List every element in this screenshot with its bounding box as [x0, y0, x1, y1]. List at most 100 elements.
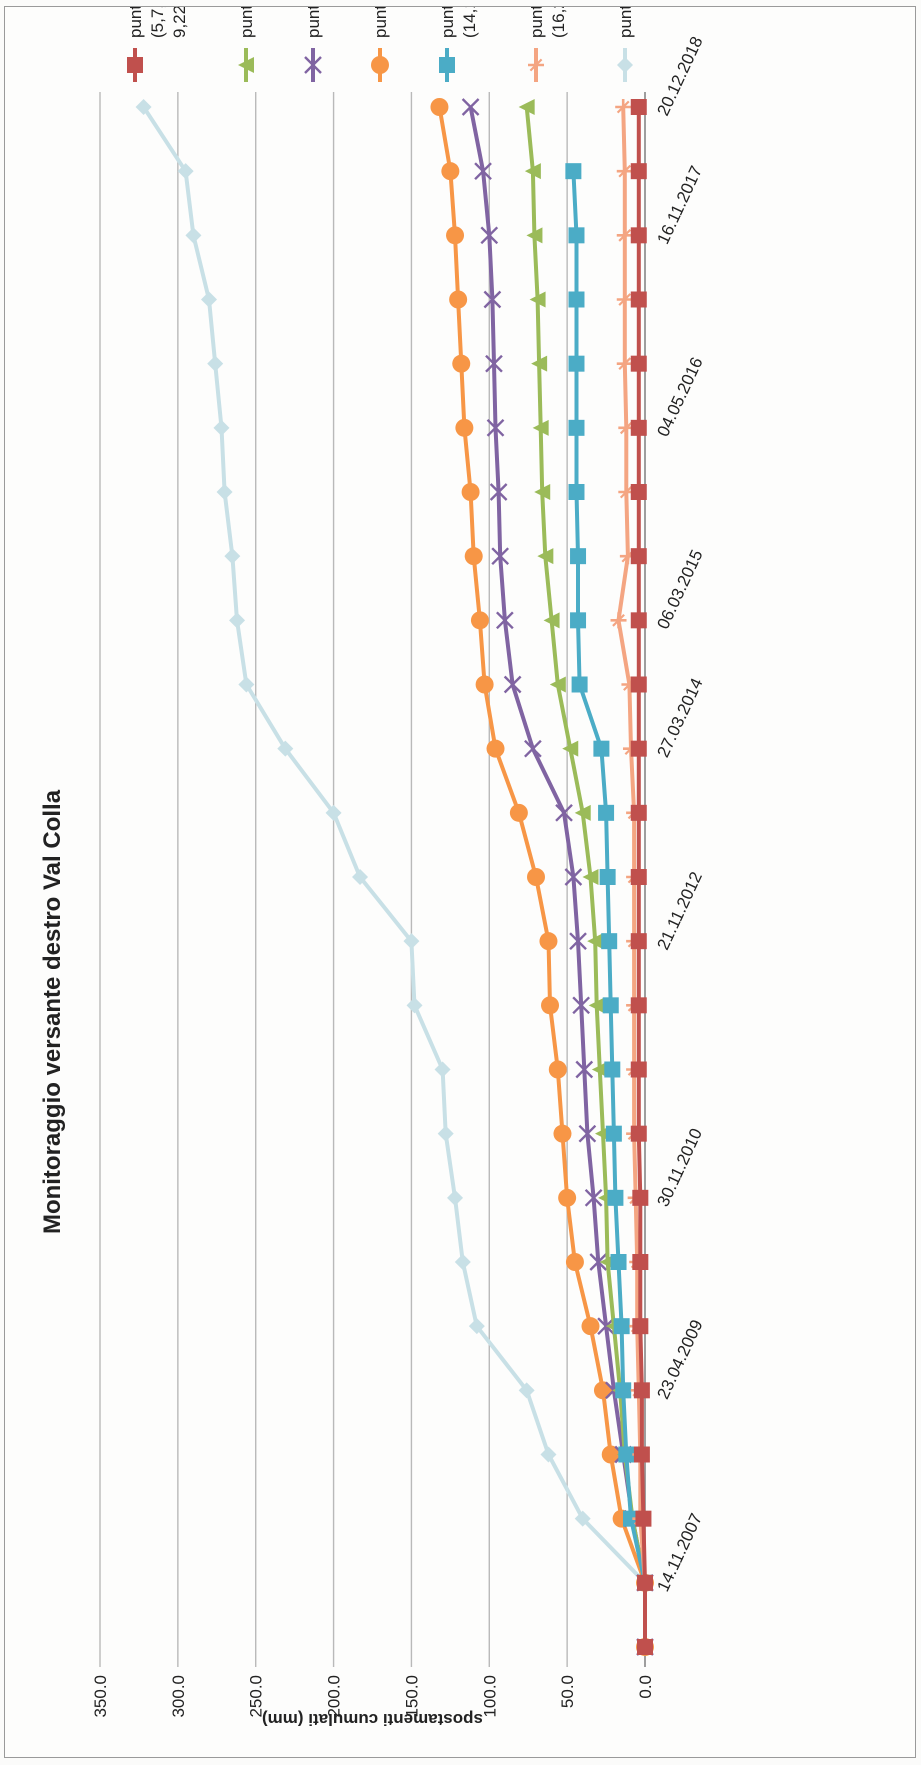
legend-label: (14,17,24) [460, 7, 479, 38]
data-point [591, 1061, 608, 1078]
data-point [537, 548, 554, 565]
data-point [461, 483, 480, 501]
data-point [201, 291, 217, 308]
data-point [630, 1125, 647, 1142]
legend-item: punto 6 [371, 7, 390, 82]
data-point [461, 98, 480, 116]
data-point [584, 1188, 603, 1207]
data-point [570, 612, 587, 629]
data-point [633, 1446, 650, 1463]
x-tick-label: 20.12.2018 [653, 34, 706, 119]
data-point [216, 484, 233, 500]
data-point [630, 997, 647, 1014]
legend-label: punto 18 [616, 7, 635, 38]
data-point [632, 1254, 649, 1270]
data-point [509, 803, 528, 822]
data-point [177, 163, 194, 180]
y-tick-label: 150.0 [402, 1675, 421, 1718]
data-point [464, 547, 483, 566]
data-point [441, 162, 460, 181]
data-point [446, 226, 465, 245]
y-tick-label: 100.0 [480, 1675, 499, 1718]
data-point [630, 804, 647, 821]
data-point [534, 484, 551, 500]
data-point [524, 163, 541, 180]
data-point [238, 676, 255, 693]
data-point [325, 804, 342, 821]
data-point [447, 1189, 464, 1206]
data-point [616, 227, 633, 244]
data-point [403, 933, 420, 950]
data-point [526, 227, 543, 244]
data-point [565, 1253, 584, 1271]
legend-label: punto 11 [438, 7, 457, 38]
data-point [630, 676, 647, 693]
x-tick-label: 27.03.2014 [653, 675, 706, 760]
data-point [562, 740, 579, 757]
legend: punto 2(5,7,8,9,10,13,15,19,22,23,25) pun… [126, 7, 635, 82]
data-point [568, 355, 585, 372]
data-point [630, 1061, 647, 1078]
legend-item: punto 12(16,20,21,26) [527, 7, 568, 82]
data-point [575, 1060, 594, 1079]
data-point [565, 163, 582, 180]
y-tick-label: 50.0 [558, 1675, 577, 1708]
series-1 [630, 99, 653, 1655]
series-line [141, 105, 647, 1647]
data-point [630, 933, 647, 950]
legend-label: punto 12 [527, 7, 546, 38]
data-point [616, 355, 633, 372]
data-point [449, 290, 468, 309]
x-tick-label: 23.04.2009 [653, 1317, 706, 1402]
data-point [601, 1445, 620, 1464]
data-point [486, 418, 505, 437]
data-point [572, 996, 591, 1015]
data-point [605, 1125, 622, 1142]
data-point [224, 548, 241, 565]
x-tick-label: 14.11.2007 [653, 1511, 706, 1595]
data-point [601, 933, 618, 950]
series-line [468, 106, 647, 1647]
legend-label: (5,7,8,9,10,13,15,1 [148, 7, 167, 38]
data-point [582, 869, 599, 885]
y-tick-label: 0.0 [636, 1675, 655, 1699]
data-point [599, 869, 616, 885]
y-tick-labels: 0.0 50.0 100.0 150.0 200.0 250.0 300.0 350.0 [91, 1675, 655, 1718]
line-chart: Monitoraggio versante destro Val Colla s… [5, 7, 921, 1772]
data-point [574, 1510, 591, 1527]
data-point [434, 1061, 451, 1078]
data-point [540, 1446, 557, 1463]
data-point [630, 612, 647, 629]
legend-item: punto 2(5,7,8,9,10,13,15,19,22,23,25) [126, 7, 189, 82]
data-point [555, 803, 573, 822]
data-point [610, 1254, 627, 1270]
data-point [613, 1318, 630, 1335]
data-point [578, 1124, 597, 1143]
legend-label: (16,20,21,26) [549, 7, 568, 38]
data-point [185, 227, 202, 244]
chart-svg: Monitoraggio versante destro Val Colla s… [39, 7, 707, 1729]
data-point [632, 1318, 649, 1335]
data-point [630, 227, 647, 244]
series-line [571, 171, 647, 1647]
data-point [602, 997, 619, 1014]
data-point [587, 933, 604, 950]
data-point [541, 996, 560, 1015]
data-point [616, 163, 633, 180]
series-5 [565, 163, 653, 1655]
x-tick-label: 04.05.2016 [653, 354, 706, 439]
y-tick-label: 250.0 [247, 1675, 266, 1718]
data-point [593, 740, 610, 757]
data-point [615, 1382, 632, 1399]
data-point [480, 226, 499, 245]
series-layer [135, 98, 654, 1656]
data-point [207, 355, 224, 372]
data-point [598, 804, 615, 821]
legend-item: punto 18 [616, 7, 635, 82]
data-point [238, 57, 254, 73]
data-point [568, 291, 585, 308]
data-point [549, 676, 566, 693]
data-point [485, 354, 503, 373]
data-point [475, 675, 494, 694]
